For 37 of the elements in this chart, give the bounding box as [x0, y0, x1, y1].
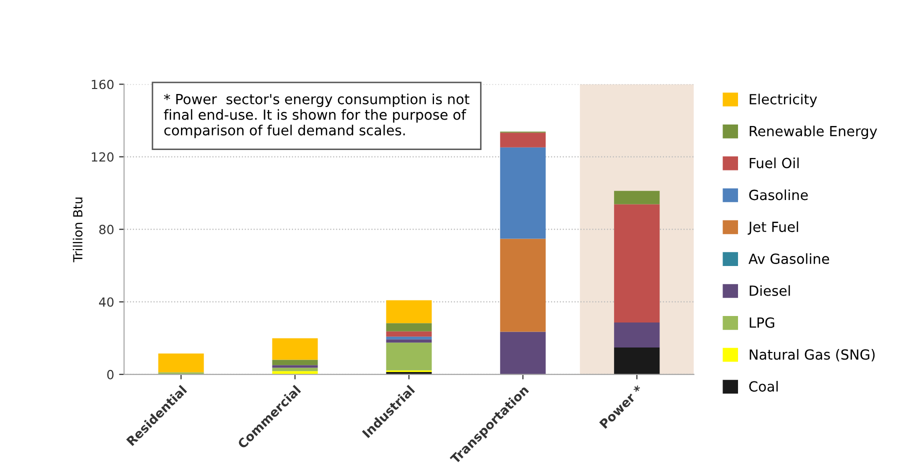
y-tick-label: 40 [99, 297, 114, 307]
bar [386, 339, 432, 343]
legend-label: Av Gasoline [748, 253, 830, 264]
bar [500, 132, 546, 148]
legend-label: LPG [750, 317, 774, 328]
y-tick-label: 80 [99, 224, 114, 234]
y-tick-label: 120 [92, 152, 114, 162]
legend-label: Electricity [750, 94, 818, 108]
bar [500, 332, 546, 374]
bar [386, 323, 432, 332]
bar [614, 204, 660, 323]
legend-label: Coal [749, 380, 778, 392]
bar [386, 300, 432, 324]
bar [386, 342, 432, 370]
legend-label: Renewable Energy [750, 126, 878, 140]
bar [614, 190, 660, 204]
bar [614, 348, 660, 374]
bar [272, 365, 318, 368]
bar [272, 360, 318, 366]
legend-label: Natural Gas (SNG) [750, 349, 875, 362]
bar [386, 336, 432, 340]
bar [272, 371, 318, 374]
bar [500, 147, 546, 239]
bar [272, 368, 318, 372]
y-tick-label: 160 [92, 80, 114, 90]
legend-label: Jet Fuel [748, 221, 798, 235]
bar [614, 322, 660, 348]
legend-label: Gasoline [749, 189, 808, 200]
y-axis-title: Trillion Btu [72, 198, 83, 262]
bar [272, 338, 318, 360]
y-tick-label: 0 [107, 370, 114, 380]
legend-label: Fuel Oil [750, 158, 799, 168]
bar [500, 238, 546, 332]
legend-label: Diesel [750, 285, 790, 296]
bar [158, 354, 204, 372]
bar [386, 331, 432, 337]
annotation: * Power sector's energy consumption is not final end-use. It is shown for the purpose of comparison of fuel demand scales. [164, 94, 470, 138]
